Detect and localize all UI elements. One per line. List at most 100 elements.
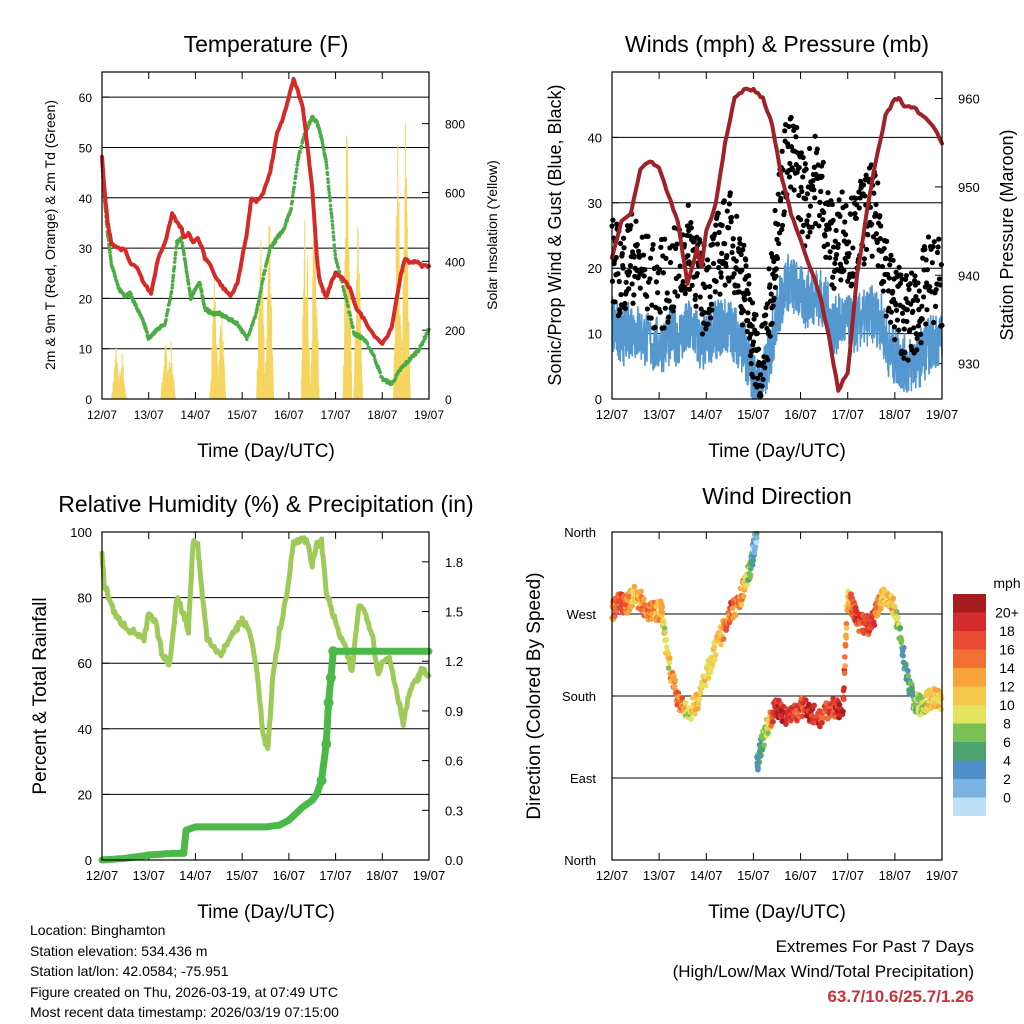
dewpoint-point — [172, 265, 177, 269]
gust-point — [650, 242, 656, 248]
chart-humidity: Relative Humidity (%) & Precipitation (i… — [30, 491, 474, 923]
gust-point — [852, 211, 858, 217]
gust-point — [820, 217, 826, 223]
rainfall-point — [325, 672, 336, 683]
gust-point — [641, 273, 647, 279]
dewpoint-point — [337, 270, 342, 274]
gust-point — [778, 195, 784, 202]
dewpoint-point — [327, 191, 332, 195]
direction-point — [662, 629, 668, 636]
gust-point — [816, 212, 823, 219]
gust-point — [856, 189, 862, 195]
gust-point — [722, 282, 728, 288]
direction-point — [770, 719, 776, 725]
gust-point — [692, 296, 698, 303]
gust-point — [769, 254, 776, 260]
direction-point — [732, 612, 739, 618]
dewpoint-point — [261, 276, 265, 281]
chart-wind_direction: Wind Direction Time (Day/UTC) Direction (C… — [524, 483, 958, 923]
gust-point — [881, 246, 887, 252]
y2-axis-label: Solar Insolation (Yellow) — [484, 160, 500, 310]
dewpoint-point — [330, 215, 334, 219]
direction-point — [712, 656, 718, 663]
gust-point — [915, 323, 922, 329]
gust-point — [892, 336, 898, 343]
gust-point — [924, 267, 931, 273]
gust-point — [861, 261, 867, 267]
gust-point — [653, 279, 659, 285]
rainfall-point — [323, 697, 334, 708]
gust-point — [810, 178, 816, 184]
direction-point — [756, 759, 762, 766]
gust-point — [863, 246, 870, 253]
direction-point — [781, 704, 787, 710]
gust-point — [893, 269, 899, 275]
x-tick-label: 15/07 — [227, 408, 257, 422]
y-tick-label: 60 — [79, 91, 93, 105]
gust-point — [772, 284, 778, 291]
x-tick-label: 19/07 — [926, 868, 959, 883]
y-axis-label: Percent & Total Rainfall — [30, 597, 51, 794]
gust-series — [609, 114, 945, 399]
gust-point — [781, 209, 787, 215]
gust-point — [630, 300, 636, 306]
dewpoint-point — [328, 199, 333, 203]
y2-tick-label: 0.3 — [445, 803, 463, 818]
gust-point — [860, 182, 867, 188]
gust-point — [868, 162, 874, 168]
gust-point — [936, 276, 943, 282]
direction-point — [659, 609, 666, 616]
station-info: Location: Binghamton Station elevation: … — [30, 920, 339, 1023]
gust-point — [827, 255, 833, 261]
x-tick-label: 12/07 — [596, 868, 629, 883]
y2-tick-label: 800 — [445, 118, 465, 132]
gust-point — [823, 254, 829, 260]
gust-point — [802, 161, 808, 167]
dewpoint-point — [263, 268, 267, 273]
dewpoint-point — [329, 212, 334, 217]
y2-tick-label: 940 — [958, 268, 980, 283]
gust-point — [631, 292, 637, 298]
dewpoint-point — [249, 327, 253, 331]
rainfall-point — [316, 775, 327, 786]
gust-point — [891, 324, 898, 330]
gust-point — [775, 221, 781, 227]
dewpoint-point — [346, 304, 351, 309]
gust-point — [710, 260, 717, 267]
gust-point — [829, 201, 835, 208]
gust-point — [848, 211, 854, 217]
y-tick-label: 0 — [85, 853, 92, 868]
x-tick-label: 17/07 — [321, 408, 351, 422]
gust-point — [657, 309, 663, 315]
x-tick-label: 17/07 — [319, 868, 352, 883]
gust-point — [905, 357, 911, 363]
y-tick-label: North — [564, 525, 596, 540]
gust-point — [902, 349, 908, 356]
gust-point — [776, 240, 782, 247]
gust-point — [833, 227, 839, 234]
dewpoint-point — [328, 203, 333, 208]
gust-point — [833, 251, 840, 258]
gust-point — [896, 264, 902, 270]
y2-tick-label: 200 — [445, 324, 465, 338]
gust-point — [901, 326, 907, 332]
gust-point — [918, 340, 924, 346]
legend-label: 12 — [999, 679, 1015, 695]
dewpoint-point — [168, 297, 172, 302]
gust-point — [831, 285, 837, 291]
dewpoint-point — [336, 265, 341, 270]
gust-point — [665, 319, 671, 325]
plot-border — [611, 71, 943, 400]
y2-tick-label: 1.2 — [445, 654, 463, 669]
legend-swatch — [953, 705, 986, 724]
gust-point — [916, 288, 922, 294]
gust-point — [758, 393, 764, 399]
gust-point — [742, 297, 748, 303]
dewpoint-point — [107, 245, 112, 249]
dewpoint-point — [331, 230, 336, 235]
extremes-box: Extremes For Past 7 Days (High/Low/Max W… — [673, 934, 974, 1009]
gust-point — [771, 258, 777, 265]
gust-point — [857, 178, 864, 184]
gust-point — [917, 331, 924, 337]
